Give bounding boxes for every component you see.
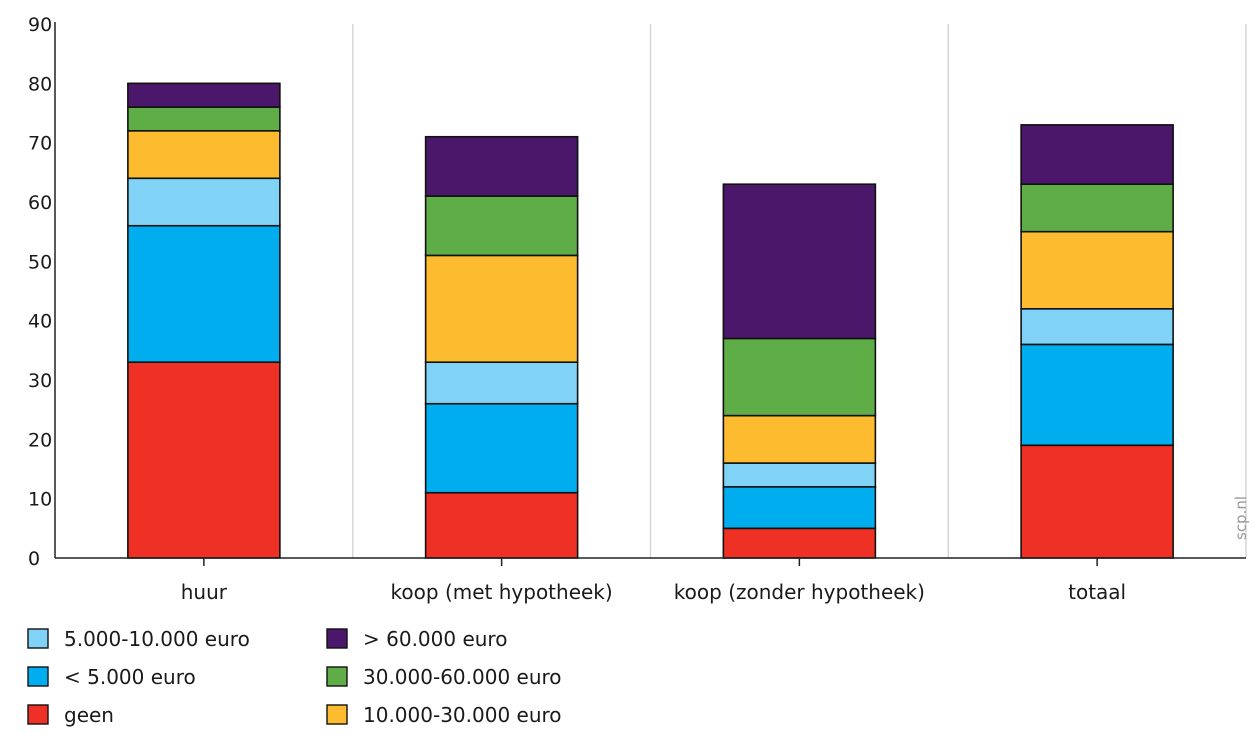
legend-label: > 60.000 euro [363, 627, 507, 651]
bar-segment [1020, 183, 1174, 233]
legend-swatch [27, 628, 49, 649]
legend-swatch [326, 704, 348, 725]
bar-segment [1020, 444, 1174, 559]
bar-segment [1020, 124, 1174, 186]
y-tick-label: 80 [28, 73, 52, 95]
bar-segment [722, 462, 877, 488]
bar-segment [722, 183, 877, 340]
bar-segment [722, 485, 877, 530]
bar-segment [1020, 307, 1174, 346]
bar-segment [424, 135, 579, 197]
bar-segment [127, 177, 281, 227]
bar-segment [1020, 230, 1174, 310]
y-tick-label: 20 [28, 429, 52, 451]
bar-segment [127, 130, 281, 180]
x-category-label: huur [181, 580, 228, 604]
bar-segment [424, 361, 579, 405]
legend-swatch [326, 628, 348, 649]
y-tick-label: 60 [28, 192, 52, 214]
legend-label: 5.000-10.000 euro [64, 627, 250, 651]
bar-segment [424, 254, 579, 363]
bar-segment [424, 491, 579, 559]
y-tick-label: 90 [28, 14, 52, 36]
x-category-label: koop (met hypotheek) [391, 580, 613, 604]
bar-segment [424, 402, 579, 494]
bar-segment [127, 224, 281, 363]
y-axis-ticks: 0 10 20 30 40 50 60 70 80 90 [28, 14, 52, 570]
y-tick-label: 50 [28, 251, 52, 273]
bar-segment [127, 106, 281, 132]
chart-grid [352, 24, 1247, 558]
x-category-label: totaal [1068, 580, 1126, 604]
bar-segment [127, 82, 281, 108]
watermark-text: scp.nl [1232, 496, 1250, 540]
bar-segment [722, 527, 877, 559]
y-tick-label: 70 [28, 133, 52, 155]
bar-segment [127, 361, 281, 559]
bar-segment [424, 195, 579, 257]
bar-segment [722, 414, 877, 464]
legend-label: 30.000-60.000 euro [363, 665, 562, 689]
legend-swatch [27, 666, 49, 687]
bar-segment [1020, 343, 1174, 447]
y-tick-label: 40 [28, 311, 52, 333]
x-axis-categories: huur koop (met hypotheek) koop (zonder hyp… [181, 580, 1126, 604]
chart-bars [127, 82, 1174, 559]
legend-label: geen [64, 703, 114, 727]
y-tick-label: 0 [28, 548, 40, 570]
legend-label: 10.000-30.000 euro [363, 703, 562, 727]
bar-segment [722, 337, 877, 417]
chart-axes [54, 22, 1246, 566]
chart-legend: 5.000-10.000 euro > 60.000 euro < 5.000 eu… [27, 627, 562, 727]
y-tick-label: 10 [28, 489, 52, 511]
x-category-label: koop (zonder hypotheek) [674, 580, 925, 604]
legend-label: < 5.000 euro [64, 665, 196, 689]
legend-swatch [326, 666, 348, 687]
legend-swatch [27, 704, 49, 725]
y-tick-label: 30 [28, 370, 52, 392]
